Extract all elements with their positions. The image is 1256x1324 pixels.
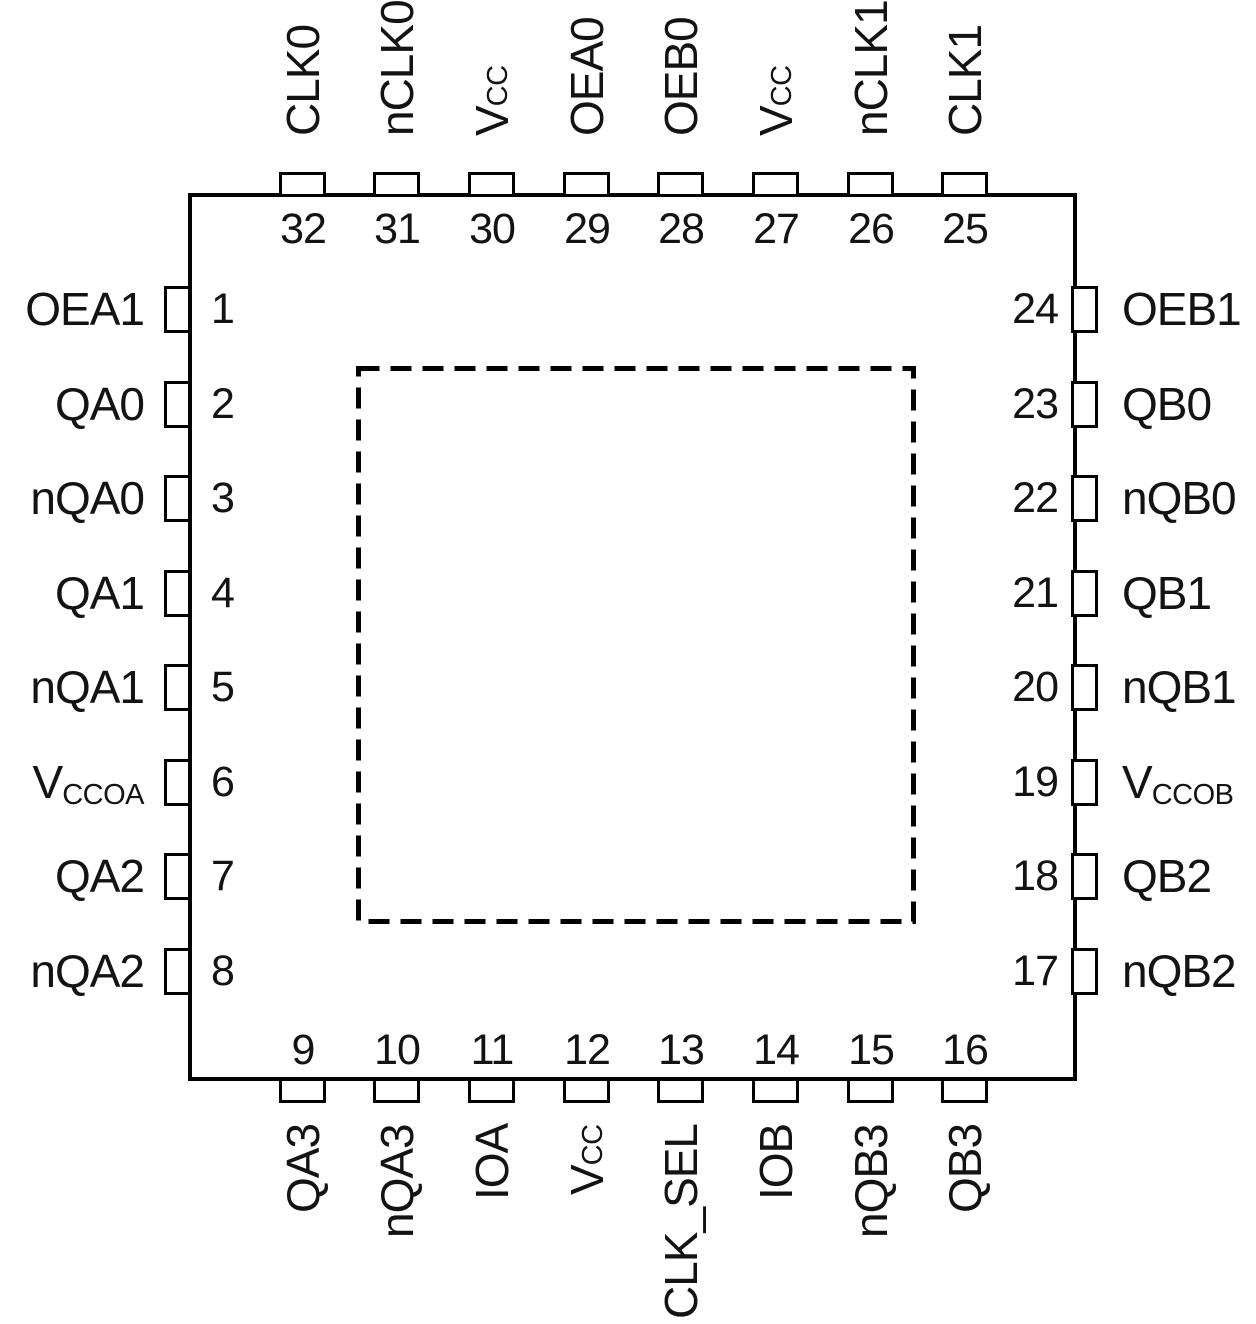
pin-15-number: 15	[848, 1026, 895, 1074]
pin-13-pad	[657, 1078, 704, 1103]
pin-28-pad	[657, 172, 704, 197]
pin-19-label: VCCOB	[1122, 756, 1234, 811]
pin-11-label: IOA	[466, 1124, 518, 1201]
pin-15-label: nQB3	[845, 1124, 897, 1238]
pin-29-pad	[563, 172, 610, 197]
pin-9-number: 9	[291, 1026, 316, 1074]
pin-14-label: IOB	[750, 1124, 802, 1201]
pin-23-pad	[1071, 381, 1098, 428]
pin-30-number: 30	[469, 205, 516, 253]
pin-14-number: 14	[753, 1026, 800, 1074]
pin-22-pad	[1071, 475, 1098, 522]
pin-1-pad	[164, 286, 191, 333]
pin-15-pad	[847, 1078, 894, 1103]
pin-27-pad	[752, 172, 799, 197]
pin-5-number: 5	[211, 663, 235, 711]
chip-body	[188, 193, 1077, 1081]
pin-5-pad	[164, 664, 191, 711]
pin-21-number: 21	[1012, 569, 1059, 617]
pin-14-pad	[752, 1078, 799, 1103]
pin-4-label: QA1	[54, 567, 145, 619]
pin-11-pad	[468, 1078, 515, 1103]
pin-13-number: 13	[658, 1026, 705, 1074]
pin-26-number: 26	[848, 205, 895, 253]
pin-31-pad	[373, 172, 420, 197]
pin-27-label: VCC	[750, 65, 802, 136]
pin-2-pad	[164, 381, 191, 428]
pin-28-label: OEB0	[655, 17, 707, 136]
pin-8-label: nQA2	[30, 945, 145, 997]
pin-8-pad	[164, 948, 191, 995]
pin-26-label: nCLK1	[845, 0, 897, 136]
pin-5-label: nQA1	[30, 661, 145, 713]
pin-1-label: OEA1	[25, 283, 145, 335]
pin-9-label: QA3	[277, 1124, 329, 1214]
pin-10-label: nQA3	[371, 1124, 423, 1238]
pin-7-pad	[164, 853, 191, 900]
pin-3-label: nQA0	[30, 472, 145, 524]
pin-12-pad	[563, 1078, 610, 1103]
pin-2-label: QA0	[54, 378, 145, 430]
pin-29-number: 29	[564, 205, 611, 253]
pin-24-number: 24	[1012, 285, 1059, 333]
pin-7-label: QA2	[54, 850, 145, 902]
pin-24-label: OEB1	[1122, 283, 1242, 335]
pin-6-label: VCCOA	[32, 756, 145, 811]
pin-20-pad	[1071, 664, 1098, 711]
pin-18-pad	[1071, 853, 1098, 900]
pin-22-number: 22	[1012, 474, 1059, 522]
exposed-pad-outline	[356, 366, 916, 924]
pin-2-number: 2	[211, 380, 235, 428]
pin-30-label: VCC	[466, 65, 518, 136]
pin-6-number: 6	[211, 758, 235, 806]
pin-20-label: nQB1	[1122, 661, 1237, 713]
pin-7-number: 7	[211, 852, 235, 900]
pin-13-label: CLK_SEL	[655, 1124, 707, 1320]
pin-23-number: 23	[1012, 380, 1059, 428]
pin-24-pad	[1071, 286, 1098, 333]
pin-32-pad	[279, 172, 326, 197]
pin-25-number: 25	[942, 205, 989, 253]
pin-22-label: nQB0	[1122, 472, 1237, 524]
pin-10-pad	[373, 1078, 420, 1103]
pin-3-number: 3	[211, 474, 235, 522]
pin-12-number: 12	[564, 1026, 611, 1074]
pin-28-number: 28	[658, 205, 705, 253]
pin-3-pad	[164, 475, 191, 522]
pin-21-label: QB1	[1122, 567, 1212, 619]
pin-1-number: 1	[211, 285, 235, 333]
pin-4-pad	[164, 570, 191, 617]
pin-20-number: 20	[1012, 663, 1059, 711]
pin-27-number: 27	[753, 205, 800, 253]
pin-6-pad	[164, 759, 191, 806]
pin-17-label: nQB2	[1122, 945, 1237, 997]
pin-21-pad	[1071, 570, 1098, 617]
pin-16-number: 16	[942, 1026, 989, 1074]
pin-10-number: 10	[374, 1026, 421, 1074]
pin-25-label: CLK1	[939, 24, 991, 136]
pin-31-number: 31	[374, 205, 421, 253]
pin-19-pad	[1071, 759, 1098, 806]
pin-4-number: 4	[211, 569, 235, 617]
pin-8-number: 8	[211, 947, 235, 995]
pin-12-label: VCC	[561, 1124, 613, 1195]
pin-18-label: QB2	[1122, 850, 1212, 902]
pin-16-pad	[941, 1078, 988, 1103]
pin-26-pad	[847, 172, 894, 197]
pin-11-number: 11	[470, 1026, 515, 1074]
pin-17-number: 17	[1012, 947, 1059, 995]
pin-29-label: OEA0	[561, 17, 613, 136]
pin-18-number: 18	[1012, 852, 1059, 900]
pin-17-pad	[1071, 948, 1098, 995]
pin-32-label: CLK0	[277, 24, 329, 136]
pin-32-number: 32	[280, 205, 327, 253]
pin-19-number: 19	[1012, 758, 1059, 806]
pin-25-pad	[941, 172, 988, 197]
pin-23-label: QB0	[1122, 378, 1212, 430]
pin-30-pad	[468, 172, 515, 197]
pin-9-pad	[279, 1078, 326, 1103]
pin-16-label: QB3	[939, 1124, 991, 1214]
pin-31-label: nCLK0	[371, 0, 423, 136]
